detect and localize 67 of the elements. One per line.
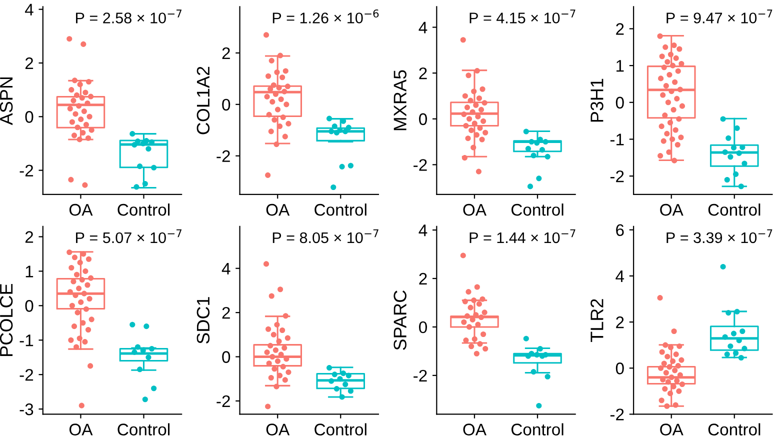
y-tick-label: 0 <box>25 111 34 123</box>
y-tick-label: 2 <box>419 67 427 80</box>
x-tick-label: Control <box>708 203 760 216</box>
y-tick-label: 0 <box>616 96 624 109</box>
y-tick-label: 0 <box>616 362 624 374</box>
y-tick-label: -1 <box>610 134 624 146</box>
x-tick-label: OA <box>463 424 486 436</box>
y-tick-label: -3 <box>20 403 34 416</box>
x-tick-label: Control <box>511 203 564 216</box>
y-tick-label: 1 <box>616 60 624 72</box>
annotation: P = 2.58 × 10$^{−7}$ <box>76 10 182 24</box>
y-axis-title: TLR2 <box>590 299 604 342</box>
y-axis-title: SDC1 <box>196 297 210 344</box>
x-tick-label: OA <box>69 204 93 216</box>
y-tick-label: 0 <box>419 321 427 334</box>
annotation: P = 8.05 × 10$^{−7}$ <box>272 229 378 244</box>
y-tick-label: 1 <box>26 266 34 278</box>
x-tick-label: OA <box>463 204 486 216</box>
x-tick-label: Control <box>314 423 366 436</box>
annotation: P = 5.07 × 10$^{−7}$ <box>76 229 182 244</box>
y-tick-label: -2 <box>414 159 427 171</box>
y-tick-label: 0 <box>25 300 34 312</box>
y-tick-label: -2 <box>20 164 34 176</box>
y-tick-label: -1 <box>20 334 34 346</box>
y-tick-label: -2 <box>216 150 230 162</box>
x-tick-label: OA <box>266 204 290 216</box>
x-tick-label: OA <box>69 424 93 436</box>
x-tick-label: Control <box>118 423 170 436</box>
y-tick-label: 2 <box>616 316 624 328</box>
y-tick-label: 4 <box>418 22 428 34</box>
x-tick-label: OA <box>660 204 684 216</box>
x-tick-label: Control <box>118 203 170 216</box>
y-tick-label: 0 <box>222 351 230 363</box>
y-tick-label: 0 <box>419 113 427 126</box>
y-axis-title: MXRA5 <box>394 70 406 130</box>
y-tick-label: 2 <box>222 306 230 319</box>
y-tick-label: 4 <box>24 4 34 16</box>
y-tick-label: 2 <box>222 47 230 59</box>
annotation: P = 9.47 × 10$^{−7}$ <box>666 10 772 24</box>
y-tick-label: 4 <box>222 262 230 274</box>
y-axis-title: SPARC <box>394 290 406 350</box>
annotation: P = 1.44 × 10$^{−7}$ <box>470 229 576 244</box>
y-tick-label: -2 <box>610 170 624 182</box>
annotation: P = 4.15 × 10$^{−7}$ <box>470 10 576 24</box>
annotation: P = 1.26 × 10$^{−6}$ <box>272 9 379 24</box>
x-tick-label: Control <box>314 203 366 216</box>
y-tick-label: -2 <box>20 368 34 381</box>
y-tick-label: -2 <box>216 395 230 407</box>
x-tick-label: OA <box>660 424 684 436</box>
x-tick-label: Control <box>708 423 760 436</box>
y-tick-label: 2 <box>25 57 34 70</box>
y-tick-label: 6 <box>616 224 624 236</box>
y-tick-label: 0 <box>222 98 230 111</box>
y-axis-title: COL1A2 <box>196 66 210 134</box>
y-axis-title: PCOLCE <box>0 284 13 356</box>
y-tick-label: 4 <box>418 224 428 236</box>
y-axis-title: ASPN <box>0 77 13 126</box>
y-tick-label: 2 <box>616 23 624 35</box>
x-tick-label: Control <box>511 423 564 436</box>
y-tick-label: 2 <box>25 231 34 243</box>
y-tick-label: 4 <box>616 270 624 282</box>
y-tick-label: -2 <box>610 408 624 420</box>
x-tick-label: OA <box>266 424 290 436</box>
y-axis-title: P3H1 <box>590 78 604 122</box>
annotation: P = 3.39 × 10$^{−7}$ <box>666 229 772 244</box>
y-tick-label: -2 <box>414 370 427 382</box>
y-tick-label: 2 <box>419 272 427 285</box>
